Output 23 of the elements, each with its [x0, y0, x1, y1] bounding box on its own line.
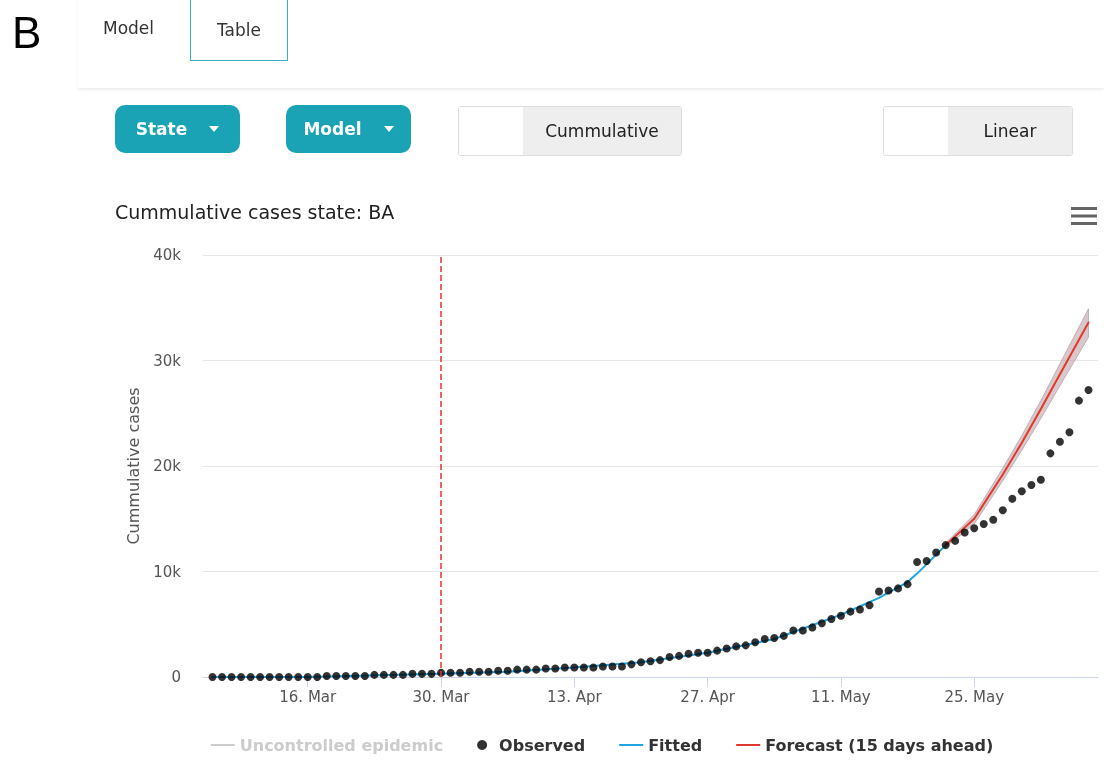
y-tick-label: 10k: [153, 562, 182, 581]
y-tick-label: 0: [171, 668, 181, 686]
x-tick-label: 13. Apr: [547, 687, 603, 706]
x-tick-label: 30. Mar: [412, 687, 471, 706]
x-tick-label: 16. Mar: [279, 687, 338, 706]
text: Model: [103, 18, 155, 38]
text: Table: [190, 0, 288, 61]
y-tick-label: 30k: [153, 351, 182, 370]
dropdown-button: State: [115, 105, 240, 153]
legend-label: Observed: [499, 735, 586, 755]
text: B: [12, 8, 42, 58]
legend-label: Forecast (15 days ahead): [765, 735, 994, 755]
y-tick-label: 40k: [153, 246, 182, 264]
dropdown-button: Model: [286, 105, 411, 153]
y-tick-label: 20k: [153, 457, 182, 475]
x-tick-label: 27. Apr: [680, 687, 736, 706]
toggle-field: Linear: [883, 106, 1073, 156]
legend-label: Fitted: [648, 735, 703, 755]
x-tick-label: 11. May: [811, 687, 871, 706]
toggle-field: Cummulative: [458, 106, 682, 156]
chart-title: Cummulative cases state: BA: [115, 200, 395, 223]
x-tick-label: 25. May: [944, 687, 1005, 706]
y-axis-title: Cummulative cases: [123, 387, 143, 545]
